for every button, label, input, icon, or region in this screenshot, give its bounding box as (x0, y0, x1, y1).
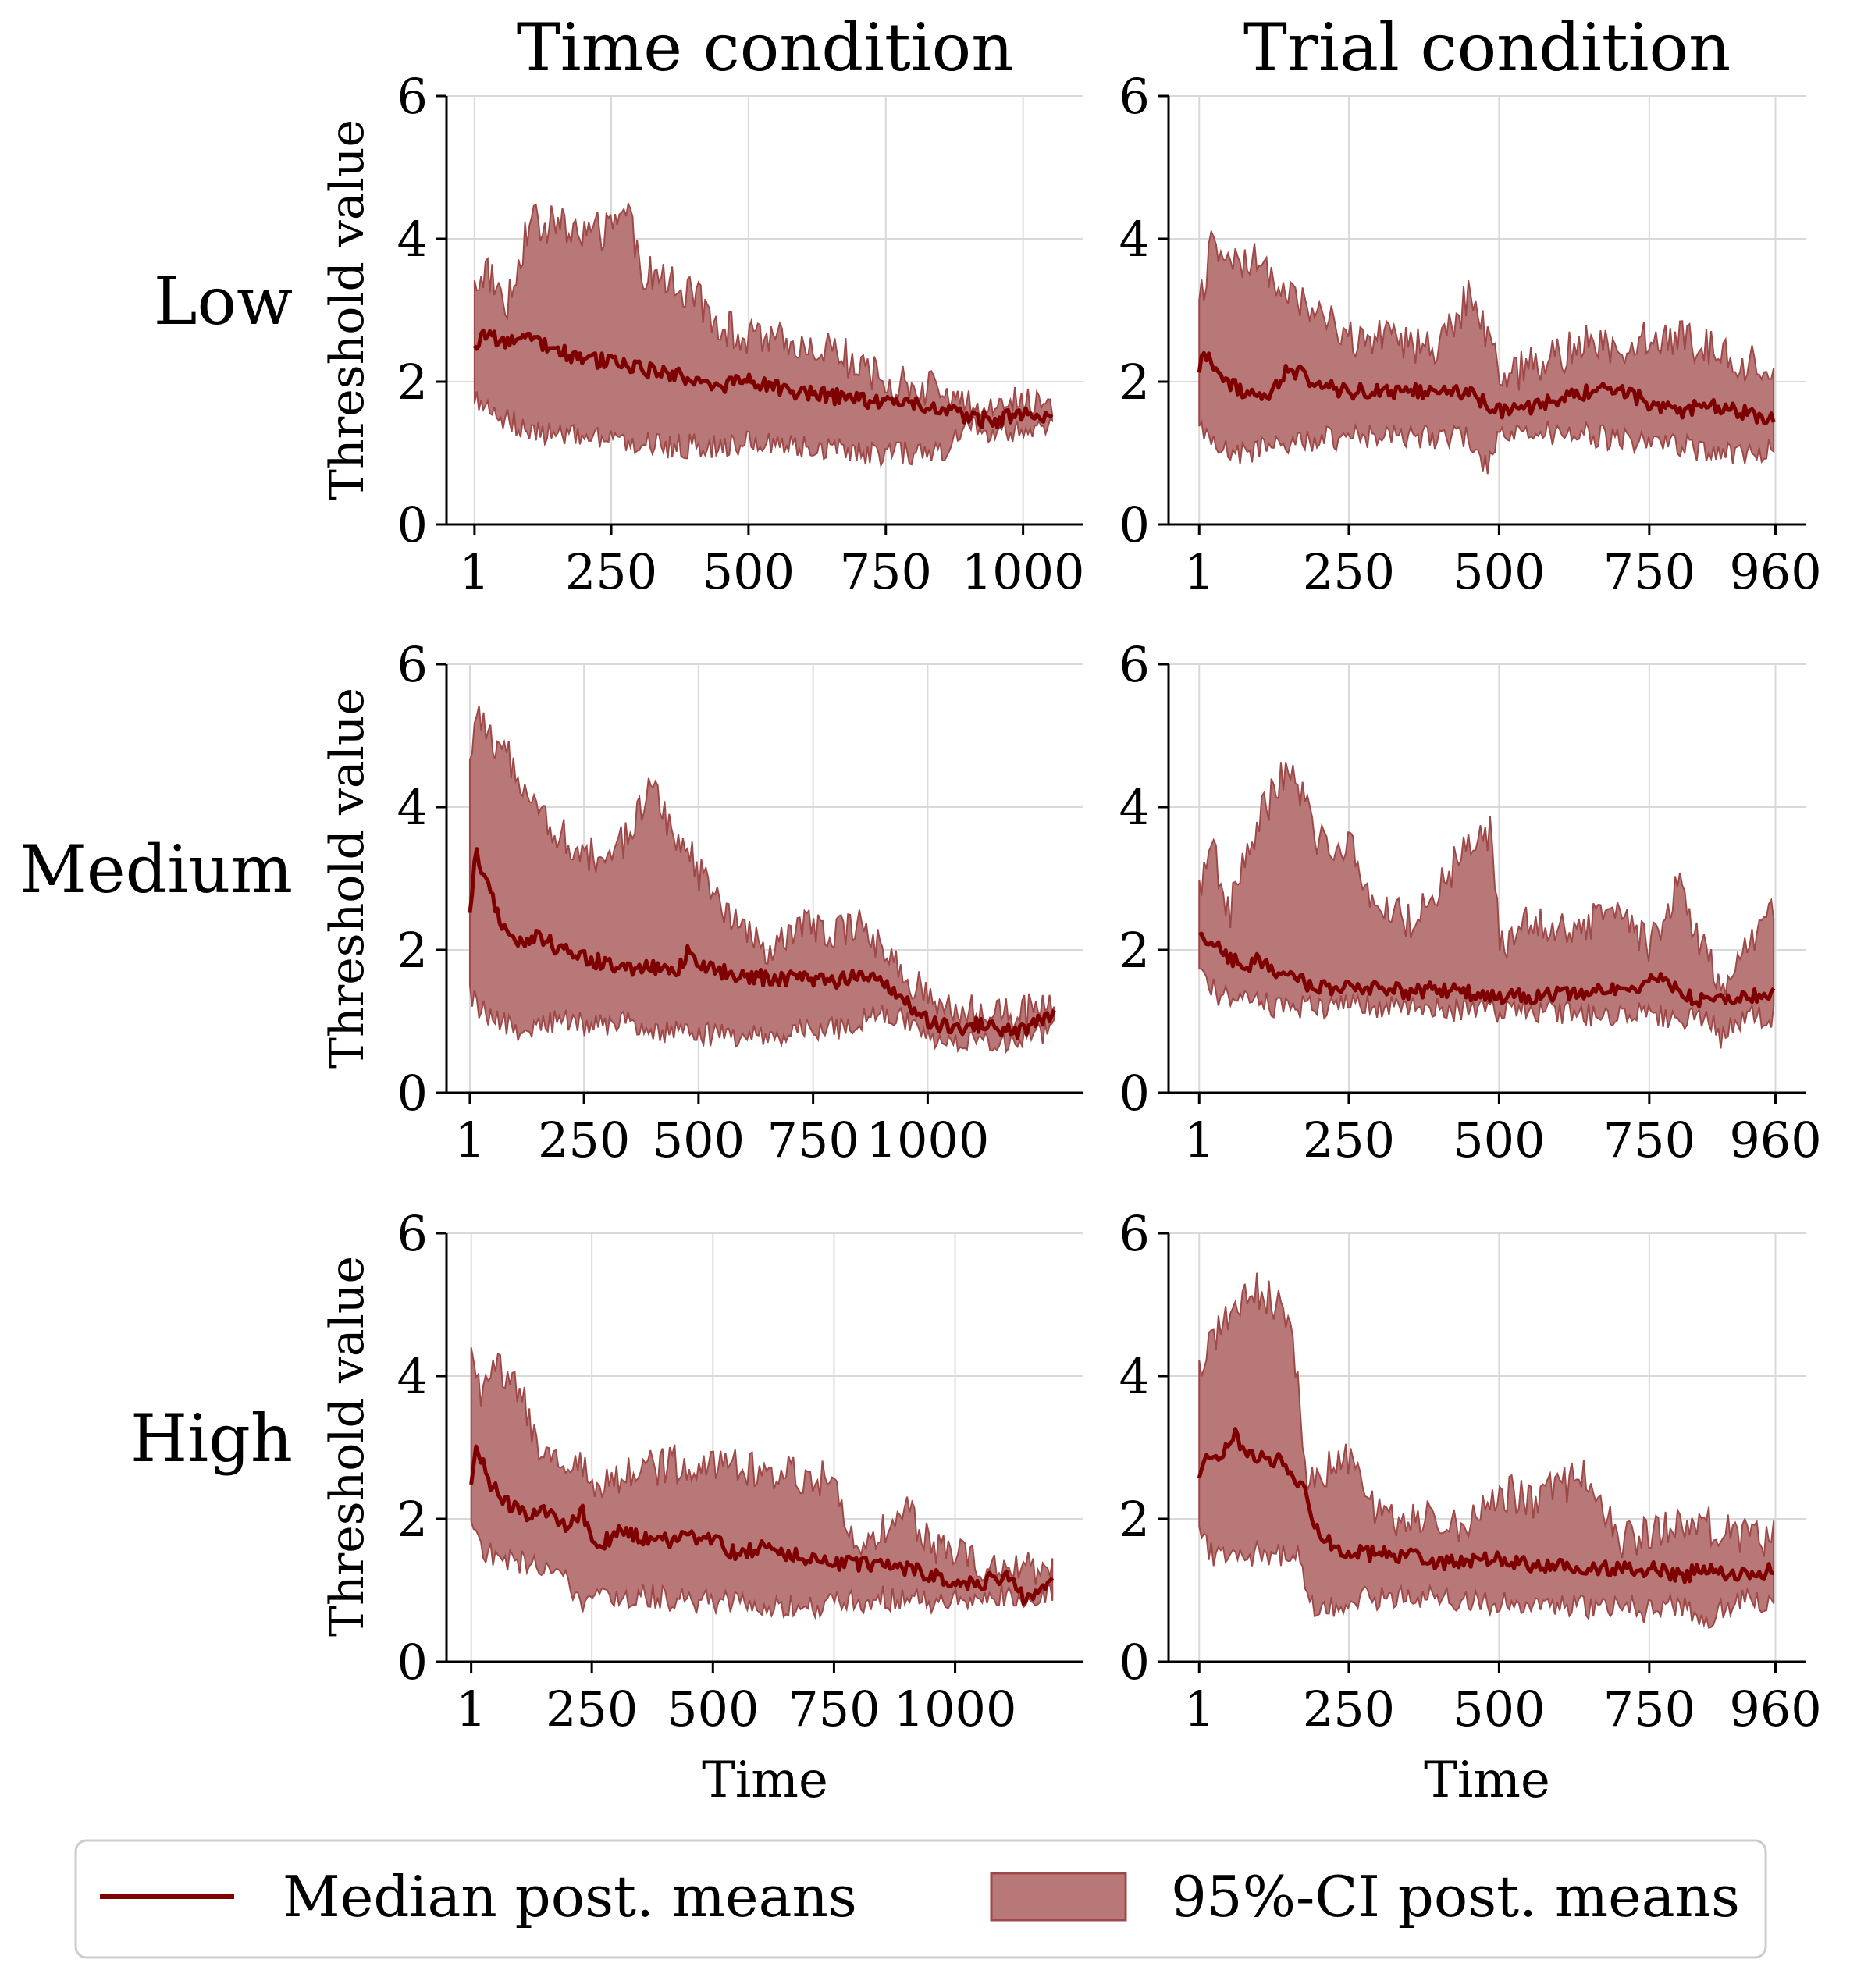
panel-low-time: 1 250 500 750 1000 0 2 4 6 (397, 68, 1085, 600)
legend-band-label: 95%-CI post. means (1171, 1864, 1740, 1929)
x-tick-label: 500 (1453, 1680, 1545, 1737)
y-tick-label: 4 (1119, 779, 1150, 836)
x-tick-label: 750 (1603, 1680, 1695, 1737)
y-tick-label: 4 (1119, 211, 1150, 268)
y-tick-label: 2 (1119, 354, 1150, 411)
x-tick-label: 1 (1184, 1680, 1215, 1737)
ylabel-low: Threshold value (320, 119, 375, 500)
x-tick-label: 500 (1453, 543, 1545, 600)
x-tick-label: 1 (1184, 543, 1215, 600)
ci-band (1198, 762, 1775, 1049)
x-tick-label: 1 (459, 543, 489, 600)
panel-high-time: 1 250 500 750 1000 0 2 4 6 (397, 1205, 1083, 1737)
median-line (472, 328, 1054, 430)
y-tick-label: 6 (397, 1205, 428, 1262)
x-tick-label: 1 (456, 1680, 486, 1737)
x-tick-label: 250 (1303, 1680, 1395, 1737)
y-tick-label: 2 (1119, 1491, 1150, 1548)
x-tick-label: 250 (1303, 1111, 1395, 1168)
median-line (1197, 1427, 1774, 1584)
y-tick-label: 6 (1119, 1205, 1150, 1262)
ylabel-medium: Threshold value (320, 688, 375, 1069)
column-title-time: Time condition (517, 9, 1014, 86)
y-tick-label: 6 (397, 68, 428, 125)
ci-band (1198, 1272, 1775, 1629)
x-tick-label: 250 (546, 1680, 638, 1737)
y-tick-label: 2 (397, 354, 428, 411)
ci-band (468, 705, 1055, 1054)
x-tick-label: 500 (1453, 1111, 1545, 1168)
x-tick-label: 960 (1729, 1680, 1821, 1737)
row-label-high: High (130, 1400, 293, 1477)
panel-medium-time: 1 250 500 750 1000 0 2 4 6 (397, 636, 1083, 1168)
ci-band (473, 201, 1053, 468)
x-tick-label: 1 (454, 1111, 485, 1168)
x-tick-label: 750 (788, 1680, 880, 1737)
median-line (469, 1444, 1055, 1606)
xlabel-time: Time (702, 1752, 828, 1809)
row-label-medium: Medium (20, 831, 293, 908)
y-tick-label: 4 (397, 779, 428, 836)
xlabel-trial: Time (1424, 1752, 1550, 1809)
panel-medium-trial: 1 250 500 750 960 0 2 4 6 (1119, 636, 1822, 1168)
y-tick-label: 2 (1119, 922, 1150, 979)
x-tick-label: 960 (1729, 1111, 1821, 1168)
legend-frame (74, 1839, 1767, 1959)
y-tick-label: 2 (397, 922, 428, 979)
panel-high-trial: 1 250 500 750 960 0 2 4 6 (1119, 1205, 1822, 1737)
x-tick-label: 750 (840, 543, 932, 600)
y-tick-label: 6 (397, 636, 428, 693)
x-tick-label: 250 (538, 1111, 630, 1168)
y-tick-label: 4 (397, 1348, 428, 1405)
y-tick-label: 6 (1119, 636, 1150, 693)
legend: Median post. means 95%-CI post. means (74, 1839, 1767, 1959)
x-tick-label: 750 (767, 1111, 859, 1168)
x-tick-label: 1000 (962, 543, 1085, 600)
y-tick-label: 0 (1119, 496, 1150, 553)
y-tick-label: 0 (1119, 1634, 1150, 1691)
ci-band (1198, 228, 1775, 475)
y-tick-label: 4 (1119, 1348, 1150, 1405)
median-line (1198, 931, 1776, 1008)
x-tick-label: 500 (653, 1111, 745, 1168)
median-line (468, 847, 1056, 1040)
x-tick-label: 500 (667, 1680, 759, 1737)
x-tick-label: 750 (1603, 543, 1695, 600)
x-tick-label: 500 (703, 543, 795, 600)
y-tick-label: 6 (1119, 68, 1150, 125)
legend-band-swatch (990, 1872, 1127, 1922)
y-tick-label: 0 (1119, 1065, 1150, 1122)
panel-low-trial: 1 250 500 750 960 0 2 4 6 (1119, 68, 1822, 600)
ylabel-high: Threshold value (320, 1256, 375, 1637)
y-tick-label: 0 (397, 496, 428, 553)
ci-band (470, 1347, 1054, 1620)
legend-line-label: Median post. means (283, 1864, 857, 1929)
x-tick-label: 750 (1603, 1111, 1695, 1168)
y-tick-label: 2 (397, 1491, 428, 1548)
x-tick-label: 250 (1303, 543, 1395, 600)
x-tick-label: 1000 (866, 1111, 990, 1168)
x-tick-label: 1000 (894, 1680, 1017, 1737)
row-label-low: Low (154, 263, 293, 340)
x-tick-label: 250 (565, 543, 657, 600)
y-tick-label: 4 (397, 211, 428, 268)
x-tick-label: 960 (1729, 543, 1821, 600)
column-title-trial: Trial condition (1243, 9, 1731, 86)
median-line (1197, 350, 1776, 425)
x-tick-label: 1 (1184, 1111, 1215, 1168)
y-tick-label: 0 (397, 1065, 428, 1122)
y-tick-label: 0 (397, 1634, 428, 1691)
